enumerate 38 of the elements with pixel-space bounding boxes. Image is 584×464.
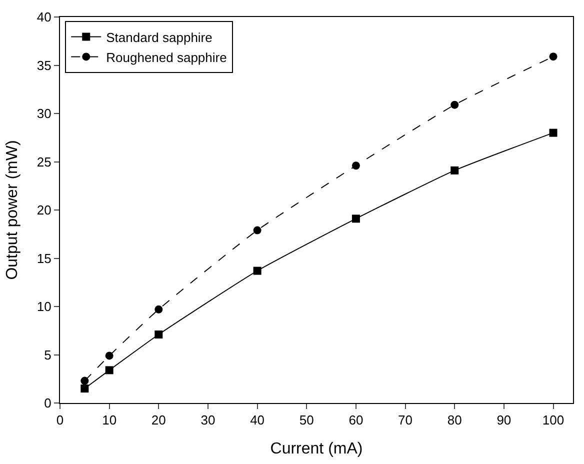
point (450, 166, 459, 174)
x-tick-label: 0 (56, 412, 64, 428)
x-tick-label: 80 (447, 412, 462, 428)
y-tick-label: 40 (36, 10, 52, 25)
point (154, 305, 163, 314)
x-tick-label: 100 (542, 412, 564, 428)
y-tick-label: 25 (36, 154, 52, 170)
point (80, 376, 89, 385)
point (154, 330, 163, 338)
point (253, 226, 262, 234)
x-tick-label: 60 (348, 412, 364, 428)
x-tick-label: 20 (151, 412, 166, 428)
x-axis-title: Current (mA) (270, 440, 363, 458)
x-tick-label: 50 (299, 412, 314, 428)
point (352, 162, 360, 170)
y-tick-label: 20 (36, 202, 52, 218)
point (105, 366, 114, 374)
x-tick-label: 40 (250, 412, 265, 428)
point (549, 52, 558, 61)
point (549, 128, 558, 137)
point (80, 384, 89, 393)
x-tick-label: 30 (200, 412, 216, 428)
point (105, 352, 114, 360)
y-tick-label: 10 (36, 299, 52, 314)
y-tick-label: 0 (44, 396, 52, 411)
y-tick-label: 30 (36, 106, 52, 122)
point (253, 266, 262, 275)
y-tick-label: 15 (36, 250, 52, 266)
point (352, 214, 360, 223)
y-tick-label: 5 (44, 347, 52, 362)
point (450, 100, 459, 109)
y-tick-label: 35 (36, 58, 52, 73)
x-tick-label: 90 (496, 412, 512, 428)
x-tick-label: 10 (102, 412, 117, 428)
legend-label: Standard sapphire (106, 30, 212, 45)
x-tick-label: 70 (398, 412, 413, 428)
legend-label: Roughened sapphire (106, 50, 227, 65)
y-axis-title: Output power (mW) (4, 140, 21, 280)
